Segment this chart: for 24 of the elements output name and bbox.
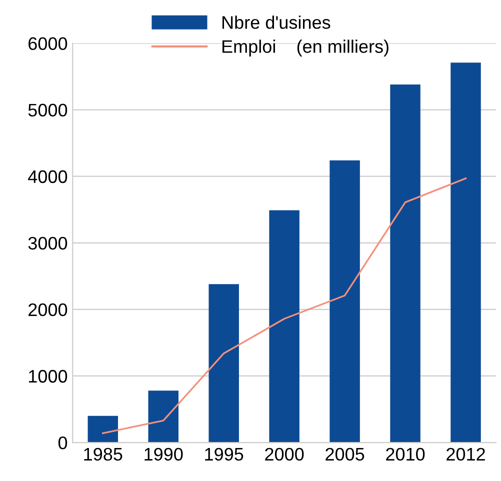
bar: [208, 284, 239, 443]
bar: [390, 84, 420, 443]
bar: [148, 390, 178, 443]
bar: [330, 160, 360, 443]
x-tick-label: 2012: [446, 448, 485, 461]
bar: [450, 62, 481, 443]
x-tick-label: 1985: [84, 448, 122, 461]
x-tick-label: 2005: [326, 448, 364, 461]
legend-label: Nbre d'usines: [222, 16, 330, 29]
y-tick-label: 0: [58, 436, 68, 450]
x-tick-label: 2000: [265, 448, 304, 461]
line-series: [102, 178, 467, 434]
x-tick-label: 1995: [205, 448, 244, 461]
legend-label: Emploi (en milliers): [222, 40, 388, 57]
y-tick-label: 2000: [28, 303, 68, 316]
y-tick-label: 4000: [28, 170, 68, 184]
y-tick-label: 5000: [28, 104, 68, 117]
x-tick-label: 2010: [386, 448, 425, 461]
y-tick-label: 3000: [28, 236, 68, 250]
x-tick-label: 1990: [144, 448, 183, 461]
y-tick-label: 1000: [29, 370, 68, 383]
bar: [88, 416, 118, 443]
bar: [269, 210, 300, 443]
y-tick-label: 6000: [28, 37, 68, 50]
